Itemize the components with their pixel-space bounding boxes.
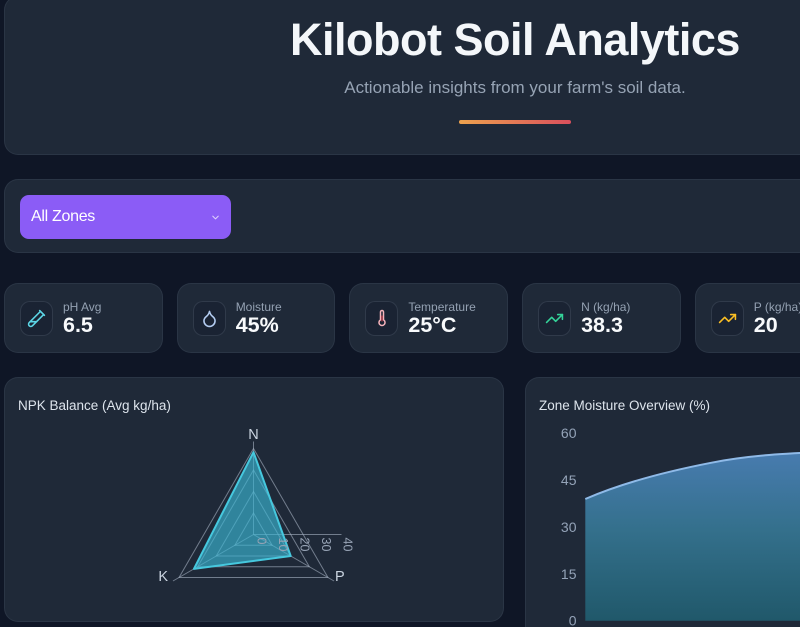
svg-text:15: 15: [561, 566, 577, 582]
svg-text:60: 60: [561, 425, 577, 441]
svg-text:P: P: [335, 569, 345, 585]
svg-text:30: 30: [561, 519, 577, 535]
svg-text:0: 0: [569, 613, 577, 627]
svg-text:30: 30: [319, 538, 333, 552]
svg-text:40: 40: [341, 538, 355, 552]
svg-text:N: N: [248, 427, 258, 443]
svg-text:K: K: [158, 569, 168, 585]
svg-text:10: 10: [276, 538, 290, 552]
svg-text:45: 45: [561, 472, 577, 488]
svg-text:20: 20: [298, 538, 312, 552]
svg-text:0: 0: [255, 538, 269, 545]
